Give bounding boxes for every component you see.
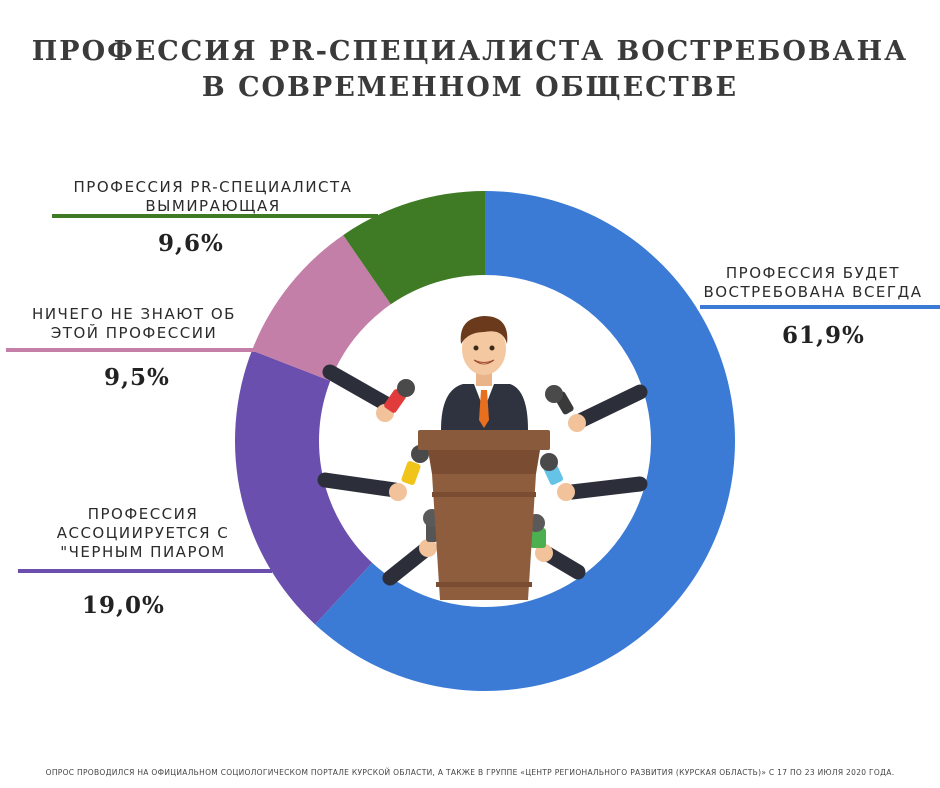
donut-slices	[235, 191, 735, 691]
chart-title-line2: В СОВРЕМЕННОМ ОБЩЕСТВЕ	[201, 72, 739, 103]
chart-title: ПРОФЕССИЯ PR-СПЕЦИАЛИСТА ВОСТРЕБОВАНА В …	[0, 34, 940, 106]
microphone-arm-left-top	[322, 364, 415, 422]
donut-slice-4	[343, 191, 485, 305]
label-dying-line1: ПРОФЕССИЯ PR-СПЕЦИАЛИСТА	[73, 178, 353, 196]
donut-slice-1	[315, 191, 735, 691]
label-dying-line2: ВЫМИРАЮЩАЯ	[145, 197, 281, 215]
speaker-illustration	[317, 316, 648, 600]
label-black-pr-line2: АССОЦИИРУЕТСЯ С	[56, 524, 230, 542]
microphone-arm-left-bottom	[382, 509, 441, 586]
footer-note: ОПРОС ПРОВОДИЛСЯ НА ОФИЦИАЛЬНОМ СОЦИОЛОГ…	[45, 768, 895, 777]
microphone-arm-left-mid	[317, 445, 429, 501]
podium	[418, 430, 550, 600]
microphone-arm-right-top	[545, 384, 648, 432]
microphone-arm-right-mid	[540, 453, 648, 501]
value-dying: 9,6%	[158, 230, 224, 257]
label-unknown: НИЧЕГО НЕ ЗНАЮТ ОБ ЭТОЙ ПРОФЕССИИ	[8, 305, 260, 343]
label-black-pr: ПРОФЕССИЯ АССОЦИИРУЕТСЯ С "ЧЕРНЫМ ПИАРОМ	[14, 505, 272, 562]
chart-title-line1: ПРОФЕССИЯ PR-СПЕЦИАЛИСТА ВОСТРЕБОВАНА	[31, 36, 909, 67]
leader-lines	[6, 214, 940, 573]
label-always: ПРОФЕССИЯ БУДЕТ ВОСТРЕБОВАНА ВСЕГДА	[688, 264, 938, 302]
label-black-pr-line3: "ЧЕРНЫМ ПИАРОМ	[60, 543, 226, 561]
label-unknown-line1: НИЧЕГО НЕ ЗНАЮТ ОБ	[32, 305, 236, 323]
value-always: 61,9%	[782, 322, 865, 349]
speaker-figure	[441, 316, 528, 430]
label-black-pr-line1: ПРОФЕССИЯ	[87, 505, 199, 523]
microphone-arm-right-bottom	[527, 514, 586, 580]
label-always-line1: ПРОФЕССИЯ БУДЕТ	[725, 264, 901, 282]
donut-slice-2	[235, 350, 373, 625]
label-dying: ПРОФЕССИЯ PR-СПЕЦИАЛИСТА ВЫМИРАЮЩАЯ	[48, 178, 378, 216]
label-always-line2: ВОСТРЕБОВАНА ВСЕГДА	[703, 283, 923, 301]
label-unknown-line2: ЭТОЙ ПРОФЕССИИ	[50, 324, 218, 342]
value-unknown: 9,5%	[104, 364, 170, 391]
value-black-pr: 19,0%	[82, 592, 165, 619]
donut-slice-3	[251, 235, 391, 381]
